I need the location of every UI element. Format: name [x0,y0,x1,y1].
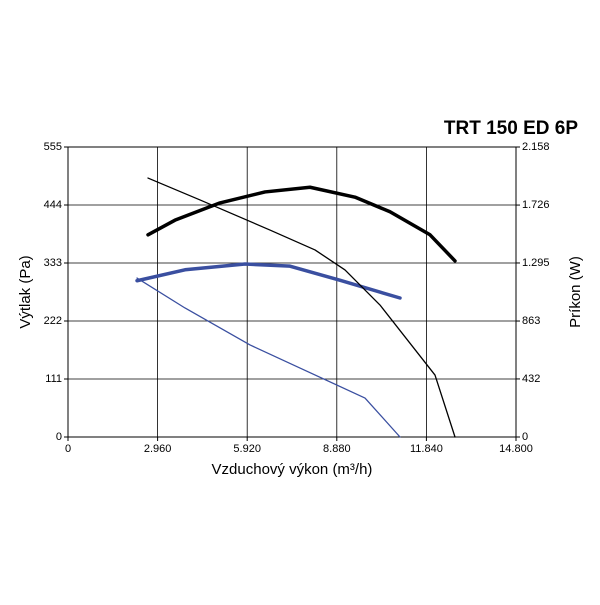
y2-axis-label: Príkon (W) [567,256,584,328]
x-tick-label: 8.880 [323,443,351,455]
y2-tick-label: 1.295 [522,257,550,269]
chart-title: TRT 150 ED 6P [444,118,578,139]
y-tick-label: 222 [44,315,62,327]
x-tick-label: 14.800 [499,443,533,455]
y2-tick-label: 1.726 [522,199,550,211]
y-tick-label: 555 [44,141,62,153]
y-tick-label: 444 [44,199,62,211]
y2-tick-label: 432 [522,373,540,385]
curve [136,277,401,438]
y-tick-label: 333 [44,257,62,269]
curve [147,177,456,438]
x-tick-label: 2.960 [144,443,172,455]
x-axis-label: Vzduchový výkon (m³/h) [212,461,373,478]
x-tick-label: 11.840 [410,443,443,455]
y2-tick-label: 2.158 [522,141,550,153]
curve [146,185,457,263]
y2-tick-label: 863 [522,315,540,327]
x-tick-label: 5.920 [233,443,261,455]
x-tick-label: 0 [65,443,71,455]
y-tick-label: 0 [56,431,62,443]
plot-frame [67,146,517,438]
y-axis-label: Výtlak (Pa) [17,255,34,328]
curve [135,262,402,300]
y2-tick-label: 0 [522,431,528,443]
y-tick-label: 111 [45,373,62,385]
